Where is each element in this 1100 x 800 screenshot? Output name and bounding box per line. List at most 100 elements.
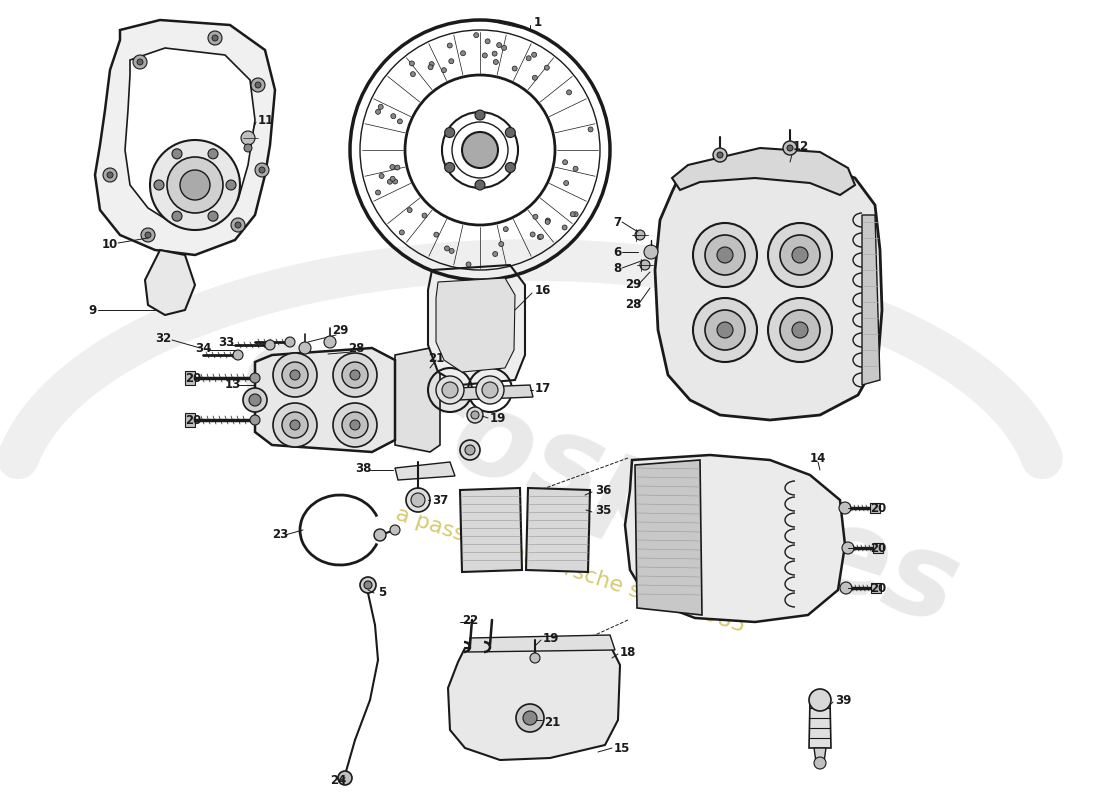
Circle shape (390, 176, 395, 182)
Circle shape (333, 353, 377, 397)
Circle shape (492, 51, 497, 56)
Circle shape (640, 260, 650, 270)
Circle shape (407, 207, 412, 213)
Circle shape (290, 370, 300, 380)
Circle shape (208, 211, 218, 221)
Circle shape (705, 310, 745, 350)
Polygon shape (185, 413, 195, 427)
Circle shape (573, 166, 579, 171)
Circle shape (570, 212, 575, 217)
Circle shape (471, 411, 478, 419)
Circle shape (516, 704, 544, 732)
Circle shape (241, 131, 255, 145)
Circle shape (532, 214, 538, 219)
Text: 29: 29 (332, 323, 349, 337)
Polygon shape (448, 645, 620, 760)
Circle shape (530, 232, 536, 237)
Circle shape (390, 114, 396, 118)
Circle shape (235, 222, 241, 228)
Circle shape (374, 529, 386, 541)
Circle shape (342, 412, 369, 438)
Circle shape (461, 50, 465, 56)
Text: 14: 14 (810, 451, 826, 465)
Polygon shape (95, 20, 275, 255)
Text: 6: 6 (613, 246, 621, 258)
Circle shape (250, 415, 260, 425)
Circle shape (375, 110, 381, 114)
Circle shape (768, 298, 832, 362)
Circle shape (285, 337, 295, 347)
Circle shape (411, 493, 425, 507)
Text: 28: 28 (348, 342, 364, 354)
Circle shape (244, 144, 252, 152)
Circle shape (808, 689, 830, 711)
Text: 10: 10 (102, 238, 119, 251)
Text: 33: 33 (218, 335, 234, 349)
Circle shape (107, 172, 113, 178)
Circle shape (693, 298, 757, 362)
Circle shape (717, 322, 733, 338)
Text: 32: 32 (155, 331, 172, 345)
Text: 19: 19 (490, 411, 506, 425)
Circle shape (338, 771, 352, 785)
Polygon shape (395, 348, 440, 452)
Circle shape (282, 362, 308, 388)
Circle shape (390, 525, 400, 535)
Polygon shape (395, 462, 455, 480)
Circle shape (644, 245, 658, 259)
Text: 34: 34 (195, 342, 211, 354)
Circle shape (282, 412, 308, 438)
Circle shape (635, 230, 645, 240)
Polygon shape (468, 635, 615, 652)
Text: 20: 20 (870, 582, 887, 594)
Circle shape (494, 59, 498, 65)
Circle shape (375, 190, 381, 195)
Circle shape (258, 167, 265, 173)
Circle shape (562, 225, 568, 230)
Circle shape (441, 68, 447, 73)
Text: 8: 8 (613, 262, 621, 274)
Circle shape (290, 420, 300, 430)
Circle shape (208, 31, 222, 45)
Circle shape (387, 179, 393, 184)
Text: 24: 24 (330, 774, 346, 786)
Text: eurospares: eurospares (228, 310, 972, 650)
Text: 20: 20 (870, 542, 887, 554)
Circle shape (409, 61, 415, 66)
Circle shape (513, 66, 517, 71)
Polygon shape (125, 48, 255, 225)
Circle shape (226, 180, 236, 190)
Circle shape (150, 140, 240, 230)
Circle shape (814, 757, 826, 769)
Circle shape (444, 127, 454, 138)
Circle shape (212, 35, 218, 41)
Polygon shape (672, 148, 855, 195)
Text: 21: 21 (428, 351, 444, 365)
Circle shape (693, 223, 757, 287)
Text: 21: 21 (544, 715, 560, 729)
Circle shape (299, 342, 311, 354)
Polygon shape (870, 503, 880, 513)
Circle shape (167, 157, 223, 213)
Circle shape (231, 218, 245, 232)
Circle shape (342, 362, 369, 388)
Circle shape (522, 711, 537, 725)
Circle shape (324, 336, 336, 348)
Polygon shape (185, 371, 195, 385)
Polygon shape (635, 460, 702, 615)
Polygon shape (460, 488, 522, 572)
Circle shape (378, 104, 383, 110)
Text: 17: 17 (535, 382, 551, 394)
Circle shape (208, 149, 218, 159)
Text: 7: 7 (613, 215, 621, 229)
Text: 28: 28 (625, 298, 641, 311)
Circle shape (526, 56, 531, 61)
Circle shape (792, 247, 808, 263)
Circle shape (786, 145, 793, 151)
Circle shape (333, 403, 377, 447)
Polygon shape (808, 700, 830, 748)
Circle shape (780, 235, 820, 275)
Circle shape (429, 62, 434, 66)
Circle shape (546, 218, 550, 223)
Circle shape (233, 350, 243, 360)
